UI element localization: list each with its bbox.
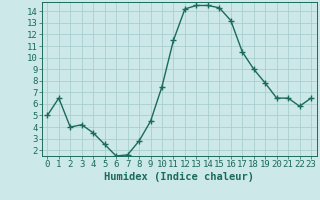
X-axis label: Humidex (Indice chaleur): Humidex (Indice chaleur) [104, 172, 254, 182]
